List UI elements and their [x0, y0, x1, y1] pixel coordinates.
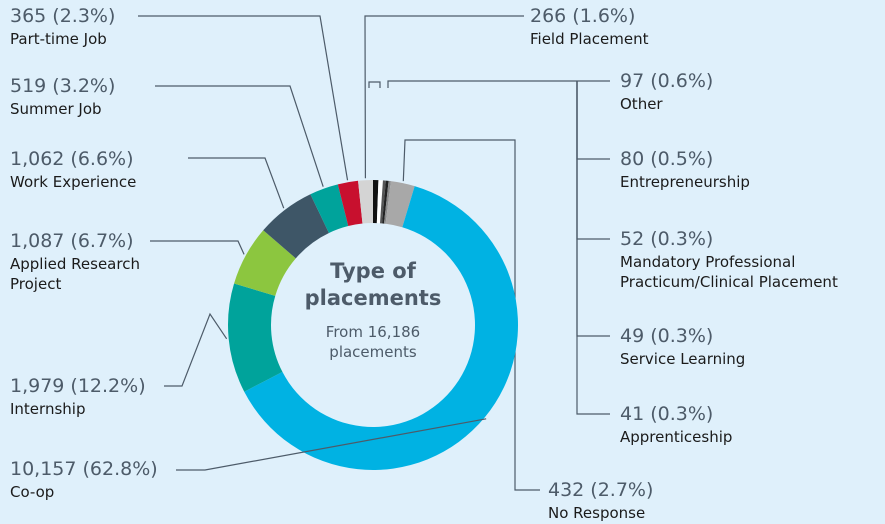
leader-line — [164, 312, 228, 387]
value-label: 97 (0.6%) — [620, 70, 714, 92]
value-label: 519 (3.2%) — [10, 75, 116, 97]
slice-label: 80 (0.5%) Entrepreneurship — [620, 148, 870, 192]
value-label: 52 (0.3%) — [620, 228, 714, 250]
value-label: 1,087 (6.7%) — [10, 230, 134, 252]
bracket — [368, 81, 381, 88]
category-label: Field Placement — [530, 30, 649, 48]
category-label: Mandatory Professional Practicum/Clinica… — [620, 253, 838, 291]
leader-line — [188, 157, 285, 209]
donut-slice — [382, 180, 389, 224]
slice-label: 52 (0.3%) Mandatory Professional Practicu… — [620, 228, 880, 292]
donut-slice — [373, 180, 379, 224]
donut-slice — [263, 194, 329, 259]
slice-label: 41 (0.3%) Apprenticeship — [620, 403, 870, 447]
donut-slice — [244, 186, 518, 470]
category-label: Summer Job — [10, 100, 102, 118]
donut-slice — [337, 180, 363, 227]
category-label: Service Learning — [620, 350, 746, 368]
slice-label: 519 (3.2%) Summer Job — [10, 75, 260, 119]
category-label: Other — [620, 95, 663, 113]
value-label: 41 (0.3%) — [620, 403, 714, 425]
category-label: No Response — [548, 504, 646, 522]
slice-label: 1,979 (12.2%) Internship — [10, 375, 260, 419]
slice-label: 10,157 (62.8%) Co-op — [10, 458, 260, 502]
category-label: Applied Research Project — [10, 255, 140, 293]
slice-label: 365 (2.3%) Part-time Job — [10, 5, 260, 49]
slice-label: 97 (0.6%) Other — [620, 70, 870, 114]
value-label: 49 (0.3%) — [620, 325, 714, 347]
value-label: 432 (2.7%) — [548, 479, 654, 501]
value-label: 10,157 (62.8%) — [10, 458, 158, 480]
leader-line — [364, 15, 524, 179]
leader-line — [402, 139, 540, 491]
category-label: Co-op — [10, 483, 55, 501]
leader-line — [387, 80, 610, 88]
value-label: 80 (0.5%) — [620, 148, 714, 170]
slice-label: 1,087 (6.7%) Applied Research Project — [10, 230, 175, 294]
donut-slice — [383, 180, 391, 224]
donut-slice — [234, 230, 296, 296]
donut-slice — [358, 180, 373, 224]
donut-slice — [310, 184, 349, 233]
slice-label: 432 (2.7%) No Response — [548, 479, 798, 523]
category-label: Apprenticeship — [620, 428, 733, 446]
donut-slice — [380, 180, 386, 224]
chart-title: Type of placements — [304, 259, 442, 310]
leader-line — [138, 15, 349, 181]
category-label: Part-time Job — [10, 30, 107, 48]
slice-label: 49 (0.3%) Service Learning — [620, 325, 870, 369]
leader-line — [576, 81, 610, 337]
donut-slice — [385, 181, 415, 228]
leader-line — [150, 240, 245, 255]
value-label: 266 (1.6%) — [530, 5, 636, 27]
category-label: Internship — [10, 400, 86, 418]
leader-line — [155, 85, 324, 187]
category-label: Entrepreneurship — [620, 173, 750, 191]
leader-line — [176, 418, 487, 471]
value-label: 1,979 (12.2%) — [10, 375, 146, 397]
leader-line — [576, 81, 610, 415]
donut-slice — [228, 283, 283, 392]
leader-line — [576, 81, 610, 160]
slice-label: 1,062 (6.6%) Work Experience — [10, 148, 260, 192]
leader-line — [576, 81, 610, 240]
value-label: 1,062 (6.6%) — [10, 148, 134, 170]
chart-subtitle: From 16,186 placements — [325, 323, 421, 361]
category-label: Work Experience — [10, 173, 137, 191]
slice-label: 266 (1.6%) Field Placement — [530, 5, 780, 49]
donut-slice — [376, 180, 383, 224]
value-label: 365 (2.3%) — [10, 5, 116, 27]
